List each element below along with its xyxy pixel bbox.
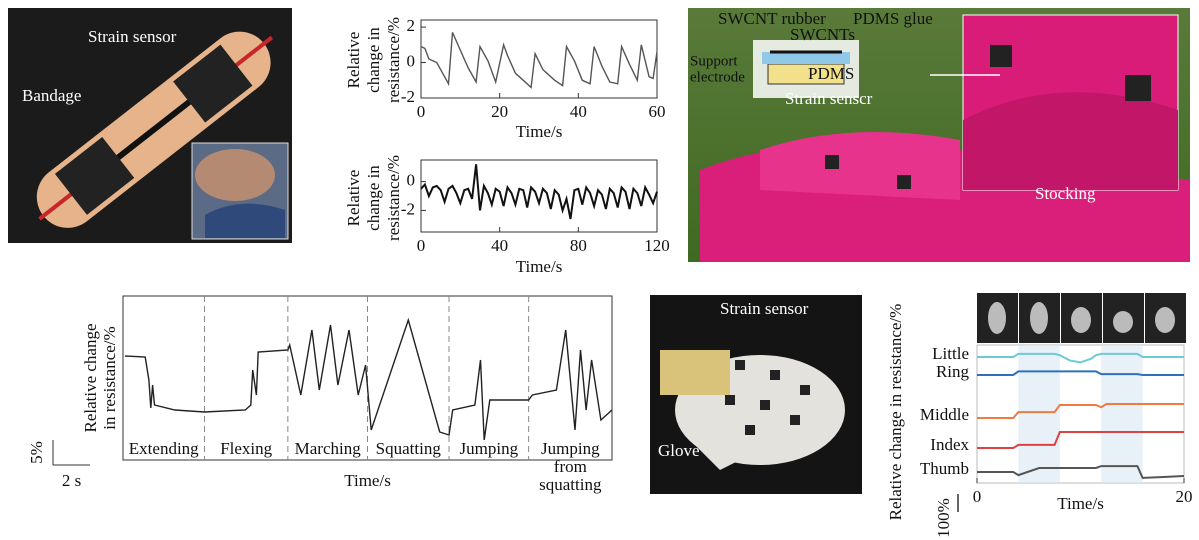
label: Strain senscr [785,89,873,108]
label: electrode [690,69,745,85]
x-tick-label: 40 [570,102,587,121]
x-tick-label: 0 [417,236,426,255]
y-tick-label: -2 [401,199,415,218]
scale-label: 2 s [62,471,81,490]
label: PDMS glue [853,9,933,28]
y-axis-label: Relative change in resistance/% [886,304,905,521]
plot-frame [421,20,657,98]
segment-label: Extending [129,439,199,458]
gesture-icons [977,293,1186,343]
x-tick-label: 0 [417,102,426,121]
scale-label: 100% [934,498,953,538]
segment-label: Flexing [220,439,272,458]
highlight [1018,345,1059,483]
x-tick-label: 20 [491,102,508,121]
y-axis-label: resistance/% [384,155,403,241]
trace [977,404,1184,418]
trace [421,164,657,219]
trace-label: Middle [920,405,969,424]
segment-label: squatting [539,475,602,494]
y-axis-label: change in [364,165,383,231]
label: Bandage [22,86,81,105]
glove-photo: Strain sensor Glove [650,295,862,494]
trace-label: Ring [936,362,970,381]
y-axis-label: Relative [344,170,363,227]
x-axis-label: Time/s [516,122,563,141]
plot-frame [421,160,657,232]
bandage-photo: Strain sensor Bandage [8,8,292,243]
x-tick-label: 0 [973,487,982,506]
y-axis-label: change in [364,27,383,93]
label: Glove [658,441,700,460]
label: Support [690,53,738,69]
x-axis-label: Time/s [344,471,391,490]
figure: Strain sensor Bandage SWCNT rubber PDMS … [0,0,1199,540]
y-tick-label: -2 [401,87,415,106]
y-axis-label: in resistance/% [100,326,119,429]
trace-label: Index [930,435,969,454]
x-tick-label: 40 [491,236,508,255]
trace-label: Little [932,344,969,363]
x-axis-label: Time/s [516,257,563,276]
trace [977,432,1184,448]
scale-label: 5% [27,441,46,464]
highlight [1101,345,1142,483]
segment-label: from [554,457,587,476]
y-tick-label: 2 [407,16,416,35]
y-axis-label: Relative change [81,323,100,432]
segment-label: Marching [295,439,362,458]
label: Strain sensor [720,299,809,318]
y-axis-label: Relative [344,32,363,89]
trace [977,466,1184,478]
trace-label: Thumb [920,459,969,478]
trace [977,371,1184,375]
y-tick-label: 0 [407,171,416,190]
trace [977,354,1184,363]
trace [421,32,657,87]
stocking-photo: SWCNT rubber PDMS glue SWCNTs Support el… [688,8,1190,262]
label: PDMS [808,64,854,83]
segment-label: Squatting [376,439,442,458]
label: Stocking [1035,184,1096,203]
x-tick-label: 80 [570,236,587,255]
label: SWCNTs [790,25,855,44]
y-tick-label: 0 [407,51,416,70]
segment-label: Jumping [460,439,519,458]
x-tick-label: 120 [644,236,670,255]
trace [125,320,612,440]
label: Strain sensor [88,27,177,46]
x-axis-label: Time/s [1057,494,1104,513]
segment-label: Jumping [541,439,600,458]
y-axis-label: resistance/% [384,17,403,103]
x-tick-label: 60 [649,102,666,121]
x-tick-label: 20 [1176,487,1193,506]
plot-frame [977,345,1184,483]
